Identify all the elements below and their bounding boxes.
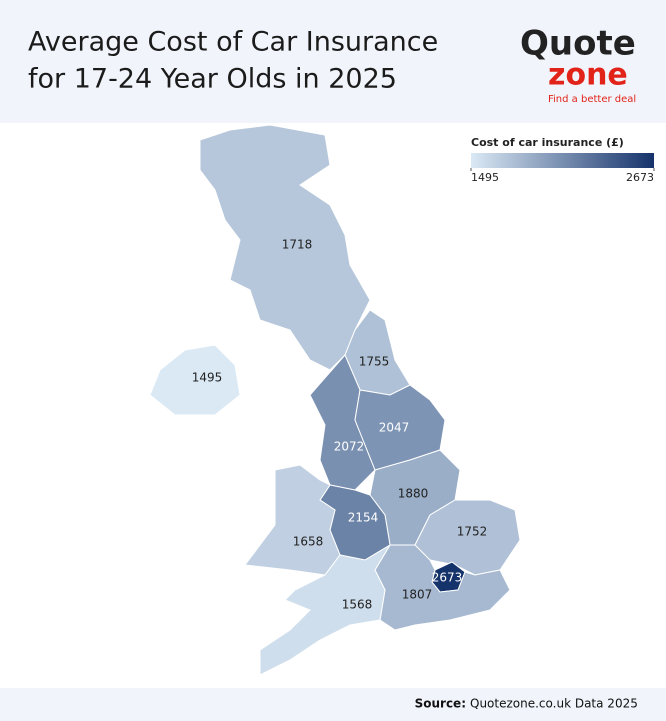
source-text: Quotezone.co.uk Data 2025 bbox=[470, 697, 638, 711]
colorbar-tick-label: 1495 bbox=[471, 171, 499, 184]
region-label: 1752 bbox=[457, 525, 488, 539]
region-label: 1880 bbox=[398, 487, 429, 501]
title-line: for 17-24 Year Olds in 2025 bbox=[28, 64, 397, 95]
logo-word: zone bbox=[548, 58, 628, 93]
title-line: Average Cost of Car Insurance bbox=[28, 27, 438, 58]
logo-word: Quote bbox=[520, 24, 636, 64]
colorbar-tick-label: 2673 bbox=[626, 171, 654, 184]
header-bg bbox=[0, 0, 666, 123]
legend-title: Cost of car insurance (£) bbox=[471, 136, 624, 149]
region-label: 2072 bbox=[334, 440, 365, 454]
region-label: 2154 bbox=[348, 511, 379, 525]
map: 1718 1755 1495 2072 2047 1880 2154 1658 1752 2673… bbox=[149, 124, 521, 676]
region-label: 1568 bbox=[342, 598, 373, 612]
region bbox=[149, 344, 241, 416]
region bbox=[259, 544, 391, 676]
region-label: 1658 bbox=[293, 535, 324, 549]
logo-tagline: Find a better deal bbox=[548, 94, 636, 105]
region-label: 1718 bbox=[282, 238, 313, 252]
colorbar bbox=[471, 153, 654, 168]
region-label: 2673 bbox=[432, 571, 463, 585]
region-label: 2047 bbox=[379, 421, 410, 435]
source-label: Source: bbox=[415, 697, 466, 711]
footer-bg bbox=[0, 688, 666, 721]
region bbox=[244, 464, 341, 576]
region-label: 1807 bbox=[402, 588, 433, 602]
region-label: 1495 bbox=[192, 371, 223, 385]
region-label: 1755 bbox=[359, 355, 390, 369]
